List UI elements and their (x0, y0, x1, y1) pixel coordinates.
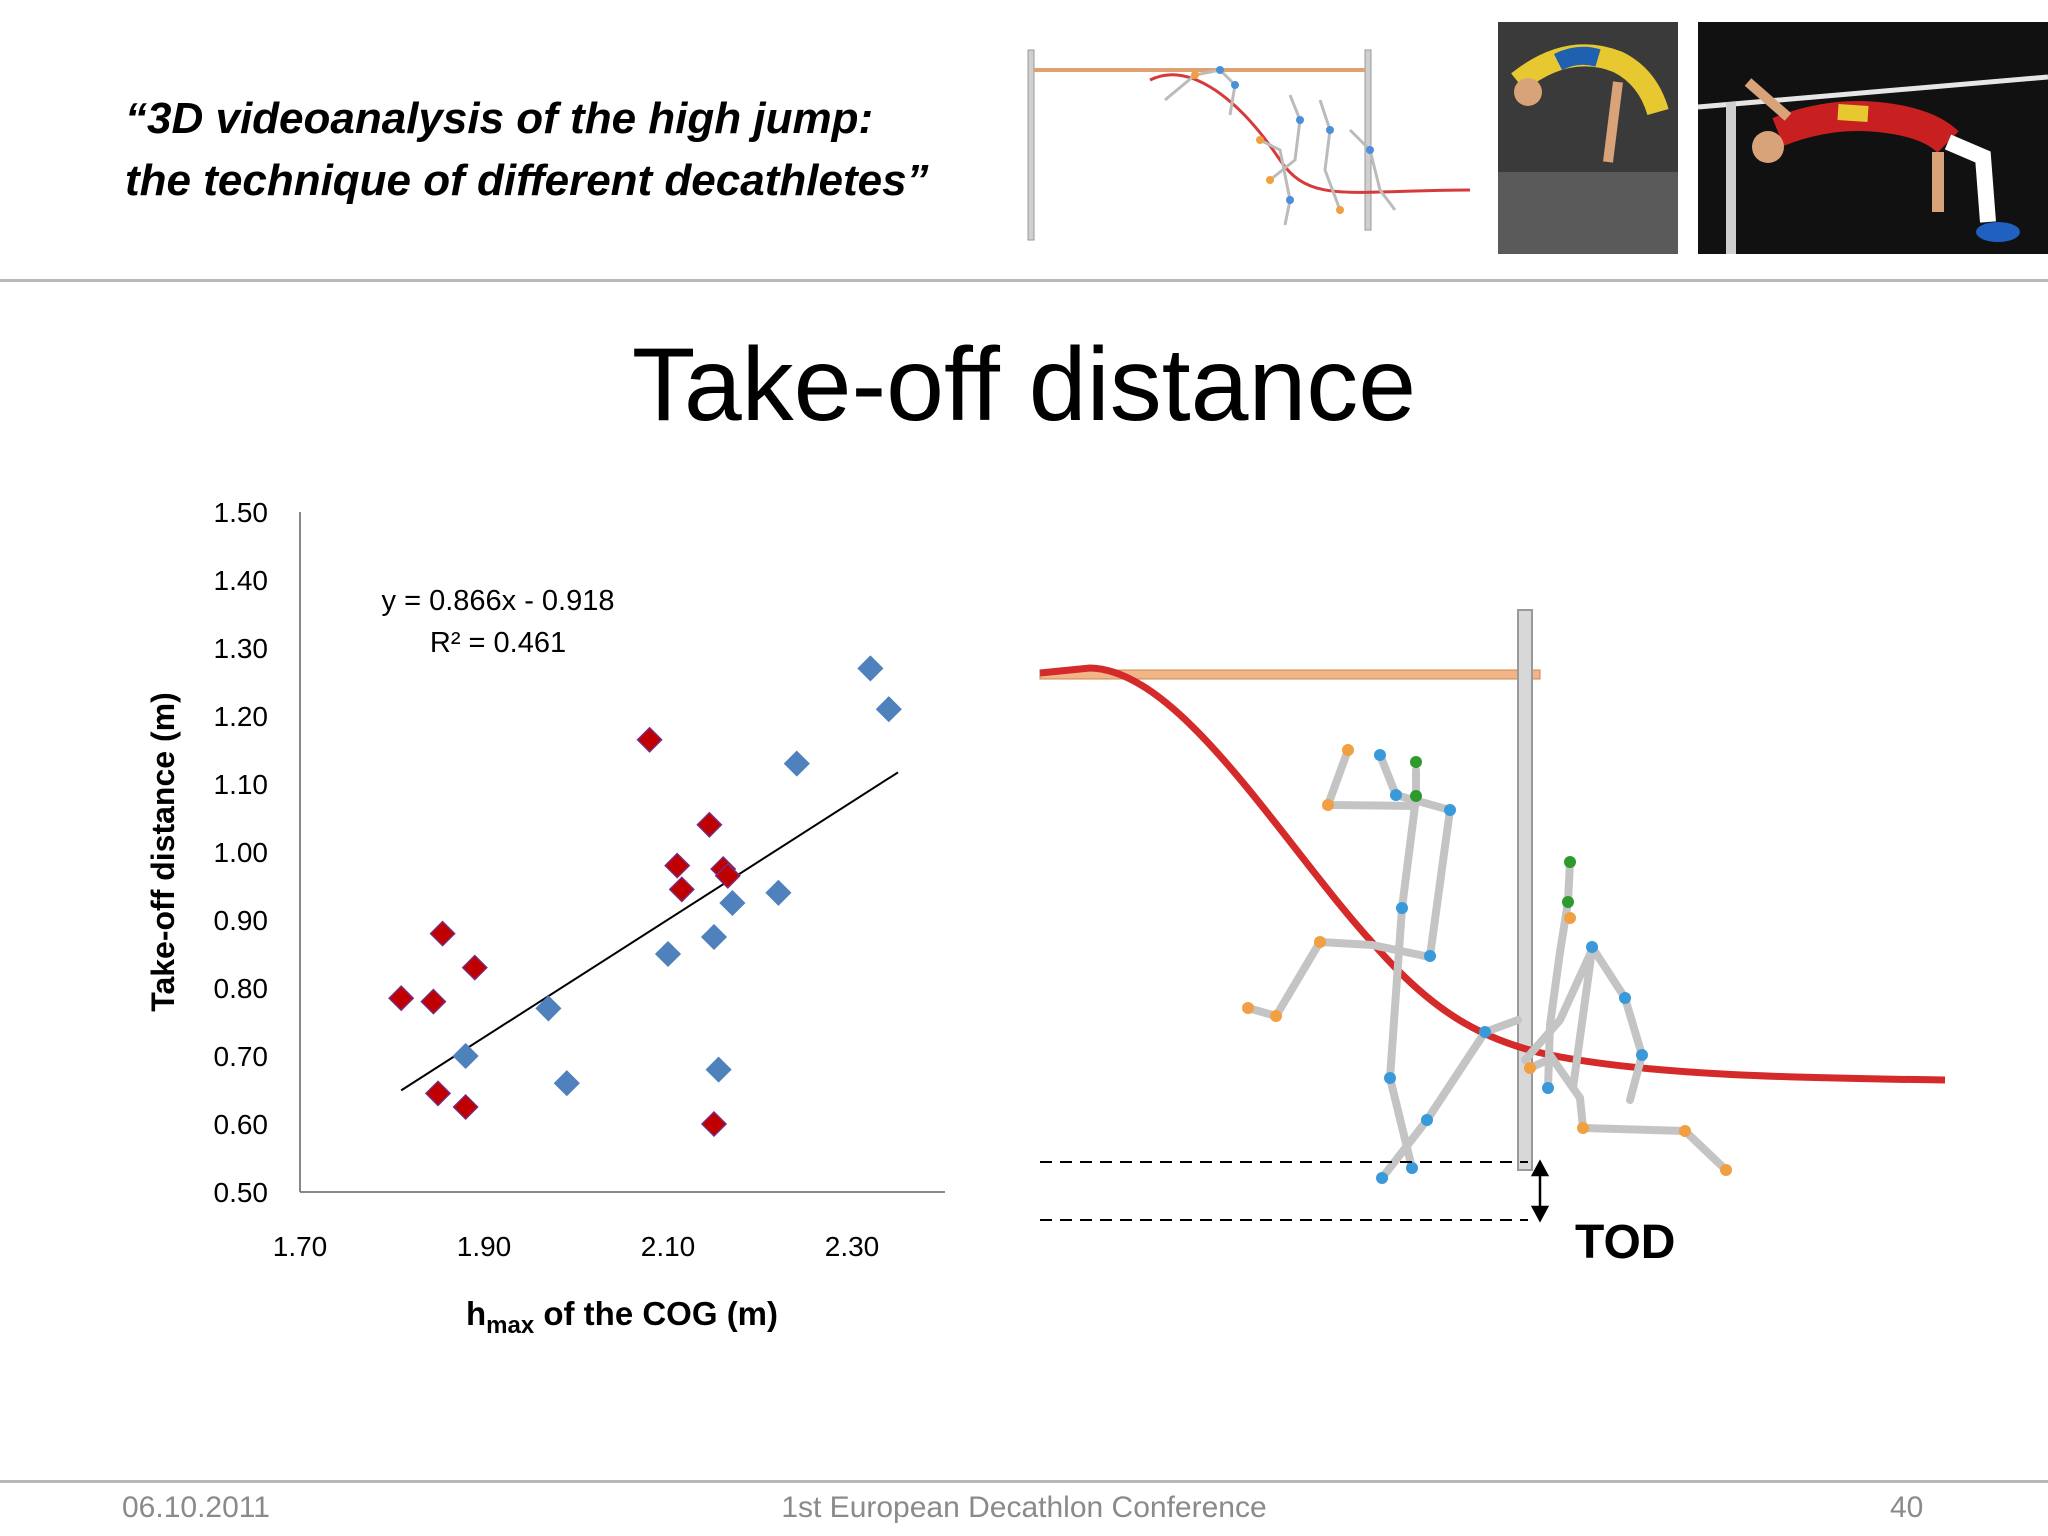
data-point-blue (765, 879, 792, 906)
data-point-red (714, 862, 741, 889)
data-point-red (664, 852, 691, 879)
data-point-red (388, 985, 415, 1012)
y-tick-labels: 1.50 1.40 1.30 1.20 1.10 1.00 0.90 0.80 0.70 0.60… (214, 497, 269, 1208)
chart-axes (299, 512, 945, 1193)
data-points (388, 655, 902, 1138)
data-point-blue (719, 889, 746, 917)
x-axis-title: hmax of the COG (m) (466, 1295, 778, 1339)
footer-divider (0, 1480, 2048, 1483)
y-tick-label: 1.30 (214, 633, 269, 664)
header-trajectory-diagram (1027, 49, 1470, 241)
joint-markers (1242, 744, 1732, 1184)
data-point-blue (700, 923, 728, 951)
x-tick-label: 1.90 (457, 1231, 512, 1262)
header-title-line-2: the technique of different decathletes” (125, 156, 929, 205)
stick-figure-1 (1244, 746, 1522, 1182)
y-tick-label: 0.70 (214, 1041, 269, 1072)
data-point-blue (875, 696, 902, 723)
crossbar (1039, 669, 1541, 680)
y-axis-title: Take-off distance (m) (145, 692, 181, 1011)
athlete-photo-1 (1498, 22, 1678, 254)
y-tick-label: 0.60 (214, 1109, 269, 1140)
y-tick-label: 1.50 (214, 497, 269, 528)
x-axis-title-sub: max (486, 1312, 535, 1339)
x-tick-label: 2.30 (825, 1231, 880, 1262)
stick-figure-2 (1521, 858, 1730, 1174)
r-squared-label: R² = 0.461 (430, 627, 566, 659)
data-point-blue (783, 750, 810, 777)
athlete-photo-1-image (1498, 22, 1678, 254)
data-point-red (429, 920, 456, 947)
y-tick-label: 1.10 (214, 769, 269, 800)
x-tick-labels: 1.70 1.90 2.10 2.30 (273, 1231, 880, 1262)
data-point-red (461, 954, 488, 981)
y-tick-label: 0.50 (214, 1177, 269, 1208)
cog-trajectory (1039, 664, 1946, 1084)
x-tick-label: 1.70 (273, 1231, 328, 1262)
athlete-photo-2 (1698, 22, 2048, 254)
header-title: “3D videoanalysis of the high jump: the … (125, 88, 929, 212)
x-axis-title-main: h (466, 1295, 486, 1332)
y-tick-label: 0.90 (214, 905, 269, 936)
trendline (400, 771, 899, 1092)
y-tick-label: 1.20 (214, 701, 269, 732)
takeoff-distance-diagram (1039, 609, 1946, 1223)
tod-arrow (1530, 1159, 1550, 1223)
x-tick-label: 2.10 (641, 1231, 696, 1262)
data-point-blue (452, 1042, 479, 1070)
data-point-red (668, 876, 695, 903)
slide-title: Take-off distance (631, 327, 1417, 443)
data-point-red (452, 1093, 479, 1121)
athlete-photo-2-image (1698, 22, 2048, 254)
y-tick-label: 0.80 (214, 973, 269, 1004)
data-point-red (700, 1110, 728, 1138)
footer-page-number: 40 (1890, 1491, 1924, 1524)
data-point-blue (654, 940, 682, 968)
data-point-red (636, 726, 663, 753)
data-point-blue (857, 655, 884, 682)
data-point-red (424, 1080, 452, 1107)
y-tick-label: 1.40 (214, 565, 269, 596)
data-point-red (420, 988, 447, 1015)
y-tick-label: 1.00 (214, 837, 269, 868)
data-point-blue (705, 1056, 732, 1083)
data-point-red (696, 811, 723, 838)
footer-date: 06.10.2011 (122, 1491, 270, 1524)
upright-post (1517, 609, 1533, 1171)
data-point-blue (535, 995, 562, 1022)
x-axis-title-rest: of the COG (m) (534, 1295, 778, 1332)
header-title-line-1: “3D videoanalysis of the high jump: (125, 94, 874, 143)
trendline-equation: y = 0.866x - 0.918 (382, 585, 615, 617)
tod-label: TOD (1575, 1216, 1676, 1269)
header-divider (0, 279, 2048, 282)
footer-conference: 1st European Decathlon Conference (781, 1491, 1267, 1524)
data-point-blue (553, 1070, 580, 1097)
